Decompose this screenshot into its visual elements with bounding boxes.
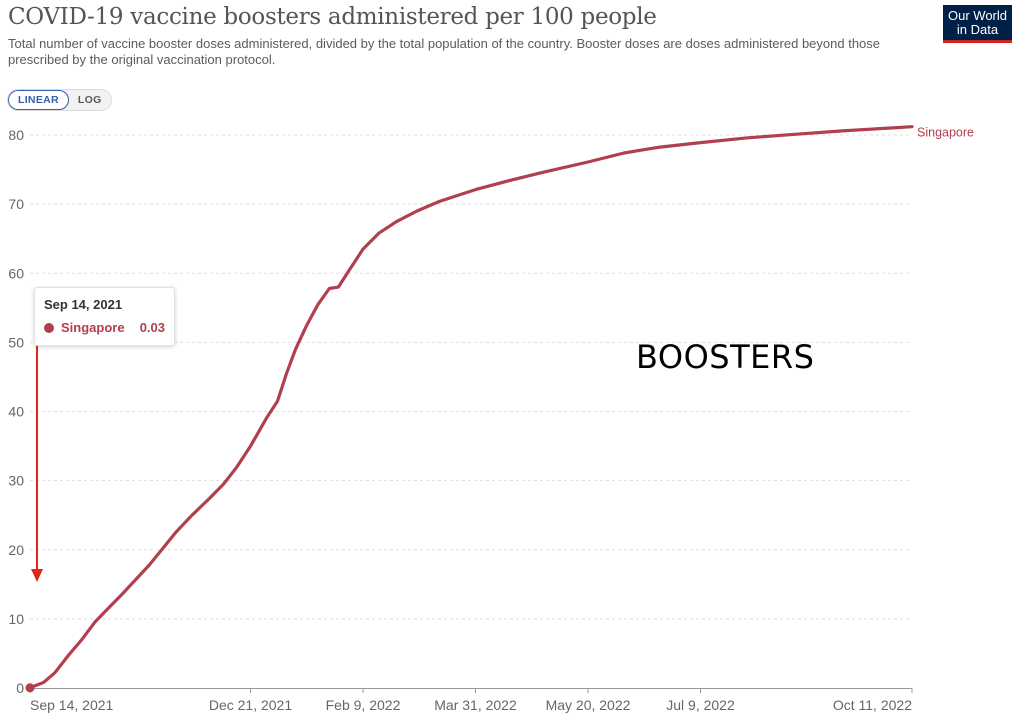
log-scale-button[interactable]: LOG [77, 94, 102, 106]
y-tick-label: 40 [8, 404, 24, 420]
logo-line-2: in Data [956, 22, 999, 37]
tooltip-series-name: Singapore [61, 320, 125, 335]
annotation-arrow-group [31, 345, 43, 582]
y-tick-label: 80 [8, 127, 24, 143]
grid-lines [30, 134, 912, 620]
x-tick-label: Mar 31, 2022 [434, 697, 517, 713]
y-tick-label: 0 [16, 680, 24, 696]
owid-logo[interactable]: Our World in Data [943, 5, 1012, 43]
y-tick-label: 30 [8, 473, 24, 489]
tooltip-date: Sep 14, 2021 [44, 297, 123, 312]
boosters-annotation: BOOSTERS [636, 338, 815, 376]
tooltip-row: Singapore 0.03 [44, 320, 165, 335]
tooltip-series-dot [44, 322, 54, 333]
y-tick-label: 10 [8, 611, 24, 627]
y-tick-label: 60 [8, 265, 24, 281]
tooltip: Sep 14, 2021 Singapore 0.03 [34, 287, 175, 346]
tooltip-value: 0.03 [139, 320, 165, 335]
x-tick-label: Jul 9, 2022 [666, 697, 735, 713]
y-tick-label: 70 [8, 196, 24, 212]
logo-line-1: Our World [948, 8, 1007, 23]
chart-title: COVID-19 vaccine boosters administered p… [8, 4, 657, 30]
hover-point[interactable] [25, 683, 35, 693]
x-tick-label: Oct 11, 2022 [833, 697, 912, 713]
scale-toggle: LINEAR LOG [7, 89, 112, 111]
series-end-label[interactable]: Singapore [917, 126, 974, 140]
x-tick-label: Feb 9, 2022 [326, 697, 401, 713]
y-tick-label: 20 [8, 542, 24, 558]
chart-subtitle: Total number of vaccine booster doses ad… [8, 36, 881, 67]
x-tick-label: Dec 21, 2021 [209, 697, 292, 713]
x-tick-label: Sep 14, 2021 [30, 697, 114, 713]
annotation-arrow-head [31, 569, 43, 582]
y-axis-ticks: 0 10 20 30 40 50 60 70 80 [8, 127, 24, 696]
x-axis: Sep 14, 2021 Dec 21, 2021 Feb 9, 2022 Mar 3… [29, 688, 913, 713]
x-tick-label: May 20, 2022 [546, 697, 631, 713]
series-line-singapore[interactable] [28, 125, 914, 690]
linear-scale-button[interactable]: LINEAR [8, 90, 69, 110]
series-layer: Singapore [25, 125, 974, 693]
y-tick-label: 50 [8, 334, 24, 350]
